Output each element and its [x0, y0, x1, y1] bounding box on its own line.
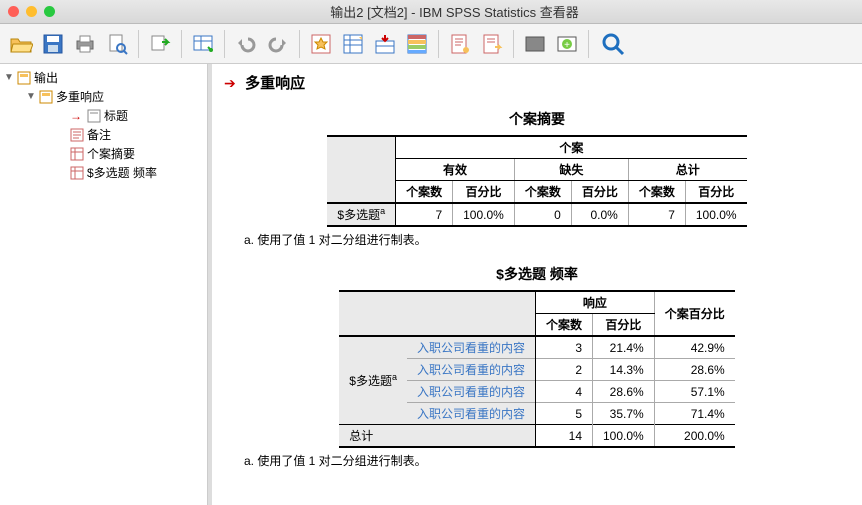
print-preview-button[interactable] [102, 29, 132, 59]
t2-r0-c: 42.9% [654, 336, 735, 359]
select-cases-button[interactable] [370, 29, 400, 59]
case-summary-table[interactable]: 个案 有效 缺失 总计 个案数 百分比 个案数 百分比 个案数 百分比 $多选题… [327, 135, 746, 227]
t2-r2-n: 4 [535, 381, 592, 403]
t1-sh-5: 百分比 [685, 181, 746, 204]
titlebar: 输出2 [文档2] - IBM SPSS Statistics 查看器 [0, 0, 862, 24]
t1-top-header: 个案 [396, 136, 747, 159]
tree-item-freq[interactable]: $多选题 频率 [0, 163, 207, 182]
new-output-button[interactable]: + [552, 29, 582, 59]
weight-cases-button[interactable] [402, 29, 432, 59]
t2-total-label: 总计 [339, 425, 535, 448]
t1-sh-3: 百分比 [571, 181, 628, 204]
t1-gh-2: 总计 [628, 159, 746, 181]
current-marker-icon: → [70, 109, 82, 123]
outline-tree[interactable]: ▼ 输出 ▼ 多重响应 → 标题 备注 个案摘要 $多选题 频率 [0, 64, 208, 505]
t2-tot-p: 100.0% [593, 425, 655, 448]
t1-c2: 0 [514, 203, 571, 226]
tree-group-label: 多重响应 [56, 88, 104, 105]
output-content: ➔ 多重响应 个案摘要 个案 有效 缺失 总计 个案数 百分比 个案数 百分比 … [212, 64, 862, 505]
tree-item-label: 备注 [87, 126, 111, 143]
tree-root-label: 输出 [34, 69, 58, 86]
t2-rowlabel: $多选题a [339, 336, 407, 425]
t1-sh-2: 个案数 [514, 181, 571, 204]
t2-r1-p: 14.3% [593, 359, 655, 381]
t2-footnote: a. 使用了值 1 对二分组进行制表。 [244, 452, 850, 469]
t2-r2-p: 28.6% [593, 381, 655, 403]
t2-r0-n: 3 [535, 336, 592, 359]
t1-footnote: a. 使用了值 1 对二分组进行制表。 [244, 231, 850, 248]
output-icon [17, 71, 31, 85]
t1-gh-1: 缺失 [514, 159, 628, 181]
designate-window-button[interactable] [520, 29, 550, 59]
goto-data-button[interactable] [188, 29, 218, 59]
variables-button[interactable] [338, 29, 368, 59]
redo-button[interactable] [263, 29, 293, 59]
t1-sh-1: 百分比 [453, 181, 515, 204]
t2-tot-c: 200.0% [654, 425, 735, 448]
t2-r1-c: 28.6% [654, 359, 735, 381]
toolbar: + [0, 24, 862, 64]
t2-tot-n: 14 [535, 425, 592, 448]
title-icon [87, 109, 101, 123]
search-button[interactable] [595, 29, 631, 59]
minimize-icon[interactable] [26, 6, 37, 17]
t1-c5: 100.0% [685, 203, 746, 226]
disclosure-icon[interactable]: ▼ [4, 72, 14, 83]
t1-sh-0: 个案数 [396, 181, 453, 204]
t2-top: 响应 [535, 291, 654, 314]
tree-item-label: 标题 [104, 107, 128, 124]
tree-item-notes[interactable]: 备注 [0, 125, 207, 144]
t2-r3-c: 71.4% [654, 403, 735, 425]
t1-sh-4: 个案数 [628, 181, 685, 204]
tree-item-label: 个案摘要 [87, 145, 135, 162]
open-button[interactable] [6, 29, 36, 59]
section-header: ➔ 多重响应 [224, 72, 850, 93]
export-button[interactable] [145, 29, 175, 59]
goto-case-button[interactable] [306, 29, 336, 59]
group-icon [39, 90, 53, 104]
t2-sh-1: 百分比 [593, 314, 655, 337]
t1-c0: 7 [396, 203, 453, 226]
t1-gh-0: 有效 [396, 159, 515, 181]
save-button[interactable] [38, 29, 68, 59]
t2-r1-n: 2 [535, 359, 592, 381]
print-button[interactable] [70, 29, 100, 59]
t1-c3: 0.0% [571, 203, 628, 226]
t2-sh-0: 个案数 [535, 314, 592, 337]
window-controls [8, 6, 55, 17]
t2-item-0: 入职公司看重的内容 [407, 336, 536, 359]
table-icon [70, 147, 84, 161]
t2-extra: 个案百分比 [654, 291, 735, 336]
tree-item-label: $多选题 频率 [87, 164, 157, 181]
insert-text-button[interactable] [445, 29, 475, 59]
table-icon [70, 166, 84, 180]
t1-c4: 7 [628, 203, 685, 226]
section-title: 多重响应 [245, 75, 305, 92]
close-icon[interactable] [8, 6, 19, 17]
t2-r3-p: 35.7% [593, 403, 655, 425]
table1-title: 个案摘要 [224, 109, 850, 129]
tree-group[interactable]: ▼ 多重响应 [0, 87, 207, 106]
insert-title-button[interactable] [477, 29, 507, 59]
t2-r0-p: 21.4% [593, 336, 655, 359]
t2-item-2: 入职公司看重的内容 [407, 381, 536, 403]
t2-item-1: 入职公司看重的内容 [407, 359, 536, 381]
t2-r3-n: 5 [535, 403, 592, 425]
notes-icon [70, 128, 84, 142]
t1-c1: 100.0% [453, 203, 515, 226]
t1-rowlabel: $多选题a [327, 203, 395, 226]
svg-text:+: + [564, 40, 570, 51]
tree-item-title[interactable]: → 标题 [0, 106, 207, 125]
tree-root[interactable]: ▼ 输出 [0, 68, 207, 87]
tree-item-casesummary[interactable]: 个案摘要 [0, 144, 207, 163]
section-arrow-icon: ➔ [224, 75, 236, 91]
zoom-icon[interactable] [44, 6, 55, 17]
undo-button[interactable] [231, 29, 261, 59]
window-title: 输出2 [文档2] - IBM SPSS Statistics 查看器 [55, 2, 854, 21]
t2-item-3: 入职公司看重的内容 [407, 403, 536, 425]
freq-table[interactable]: 响应 个案百分比 个案数 百分比 $多选题a 入职公司看重的内容 3 21.4%… [339, 290, 734, 448]
t2-r2-c: 57.1% [654, 381, 735, 403]
disclosure-icon[interactable]: ▼ [26, 91, 36, 102]
table2-title: $多选题 频率 [224, 264, 850, 284]
